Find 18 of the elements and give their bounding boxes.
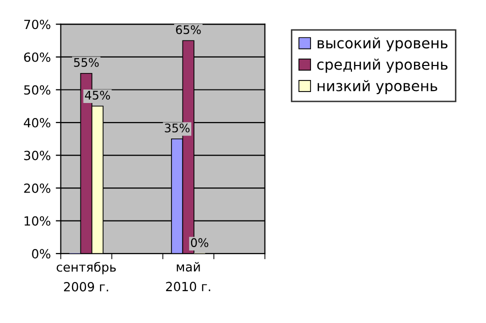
legend-label: высокий уровень bbox=[318, 37, 448, 52]
data-label: 0% bbox=[190, 238, 208, 248]
x-tick-label: май 2010 г. bbox=[166, 262, 210, 292]
y-tick-label: 10% bbox=[24, 216, 50, 226]
legend-label: средний уровень bbox=[317, 58, 448, 73]
x-tick-label: сентябрь 2009 г. bbox=[56, 262, 116, 292]
y-tick-label: 40% bbox=[24, 118, 50, 128]
y-tick-label: 20% bbox=[24, 184, 50, 193]
data-label: 55% bbox=[74, 58, 99, 67]
y-tick-label: 0% bbox=[32, 249, 50, 258]
y-tick-label: 30% bbox=[24, 150, 50, 160]
data-label: 65% bbox=[176, 25, 201, 34]
data-label: 45% bbox=[84, 90, 110, 100]
y-tick-label: 70% bbox=[24, 20, 50, 30]
legend-label: низкий уровень bbox=[318, 80, 438, 94]
y-tick-label: 50% bbox=[24, 85, 50, 95]
y-tick-label: 60% bbox=[24, 52, 50, 62]
data-label: 35% bbox=[164, 124, 190, 132]
